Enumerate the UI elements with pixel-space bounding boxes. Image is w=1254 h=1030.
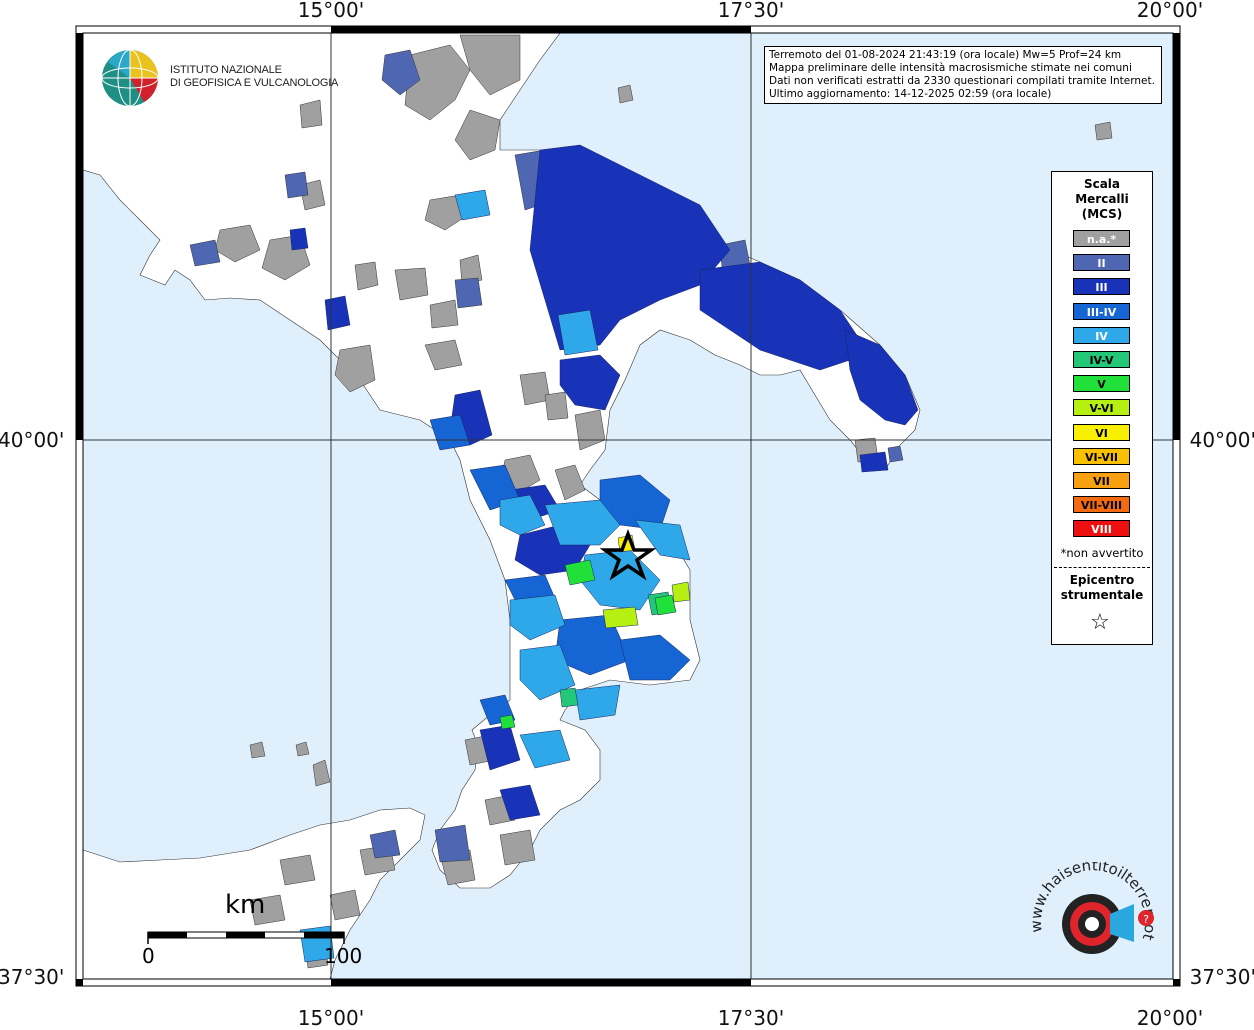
comuni-iv bbox=[299, 189, 691, 963]
legend-swatch: IV-V bbox=[1073, 351, 1130, 368]
mcs-legend: Scala Mercalli (MCS) *non avvertito Epic… bbox=[1051, 171, 1153, 645]
legend-swatch: IV bbox=[1073, 326, 1130, 344]
legend-swatch: VIII bbox=[1073, 520, 1130, 538]
lat-label-37-30: 37°30' bbox=[0, 965, 65, 989]
institute-line-1: ISTITUTO NAZIONALE bbox=[170, 64, 282, 76]
lat-label-40: 40°00' bbox=[0, 428, 65, 452]
lon-label-15-bottom: 15°00' bbox=[297, 1006, 365, 1030]
epicentre-star-icon bbox=[599, 529, 657, 581]
scale-bar bbox=[147, 931, 345, 944]
legend-swatch: V-VI bbox=[1073, 399, 1130, 417]
haisentito-logo: www.haisentitoilterremoto.it ? bbox=[1022, 862, 1159, 954]
event-info-line-4: Ultimo aggiornamento: 14-12-2025 02:59 (… bbox=[769, 88, 1052, 100]
institute-line-2: DI GEOFISICA E VULCANOLOGIA bbox=[170, 77, 339, 89]
legend-title: Scala Mercalli (MCS) bbox=[1052, 177, 1152, 222]
legend-star-icon: ☆ bbox=[1090, 610, 1110, 635]
comuni-iii-iv bbox=[429, 414, 691, 726]
legend-epicentre-1: Epicentro bbox=[1069, 573, 1135, 587]
legend-separator bbox=[1054, 567, 1150, 568]
legend-swatch: VI bbox=[1073, 423, 1130, 441]
graticule bbox=[83, 33, 1173, 979]
legend-title-1: Scala bbox=[1083, 177, 1121, 191]
institute-name: ISTITUTO NAZIONALE DI GEOFISICA E VULCAN… bbox=[170, 64, 338, 90]
map-frame bbox=[75, 25, 1181, 987]
lat-label-37-30-right: 37°30' bbox=[1189, 965, 1254, 989]
legend-swatch: V bbox=[1073, 375, 1130, 393]
legend-title-3: (MCS) bbox=[1081, 207, 1123, 221]
lon-label-15: 15°00' bbox=[297, 0, 365, 22]
lon-label-20-bottom: 20°00' bbox=[1136, 1006, 1204, 1030]
comuni-v-vi bbox=[602, 581, 691, 629]
scale-end: 100 bbox=[324, 944, 363, 968]
event-info-line-1: Terremoto del 01-08-2024 21:43:19 (ora l… bbox=[769, 49, 1122, 61]
legend-epicentre-2: strumentale bbox=[1060, 588, 1144, 602]
legend-swatch: VII bbox=[1073, 472, 1130, 489]
legend-swatch: III-IV bbox=[1073, 302, 1130, 320]
lon-label-17-30: 17°30' bbox=[717, 0, 785, 22]
scale-unit: km bbox=[225, 890, 266, 920]
ingv-logo bbox=[101, 49, 159, 107]
legend-epicentre-label: Epicentro strumentale bbox=[1052, 573, 1152, 603]
legend-swatch: n.a.* bbox=[1073, 230, 1130, 247]
event-info-line-3: Dati non verificati estratti da 2330 que… bbox=[769, 75, 1155, 87]
legend-swatch: II bbox=[1073, 254, 1130, 272]
lon-label-20: 20°00' bbox=[1136, 0, 1204, 22]
legend-title-2: Mercalli bbox=[1075, 192, 1129, 206]
event-info-box: Terremoto del 01-08-2024 21:43:19 (ora l… bbox=[764, 46, 1162, 104]
legend-note: *non avvertito bbox=[1060, 546, 1144, 560]
legend-swatch: VI-VII bbox=[1073, 447, 1130, 465]
comuni-ii bbox=[189, 49, 904, 863]
legend-swatch: VII-VIII bbox=[1073, 496, 1130, 514]
legend-swatch: III bbox=[1073, 278, 1130, 296]
event-info-line-2: Mappa preliminare delle intensità macros… bbox=[769, 62, 1132, 74]
lat-label-40-right: 40°00' bbox=[1189, 428, 1254, 452]
scale-start: 0 bbox=[142, 944, 155, 968]
lon-label-17-30-bottom: 17°30' bbox=[717, 1006, 785, 1030]
svg-text:?: ? bbox=[1143, 913, 1149, 926]
